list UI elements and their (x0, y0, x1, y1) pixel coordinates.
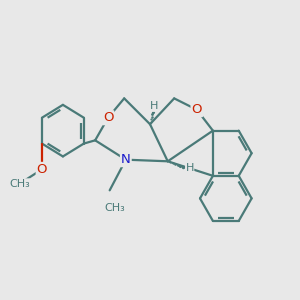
Text: CH₃: CH₃ (104, 202, 125, 213)
Text: O: O (103, 111, 113, 124)
Text: CH₃: CH₃ (9, 179, 30, 189)
Text: O: O (15, 179, 24, 189)
Text: O: O (37, 163, 47, 176)
Text: H: H (185, 163, 194, 173)
Text: O: O (191, 103, 202, 116)
Text: H: H (150, 101, 158, 112)
Text: N: N (121, 153, 131, 166)
